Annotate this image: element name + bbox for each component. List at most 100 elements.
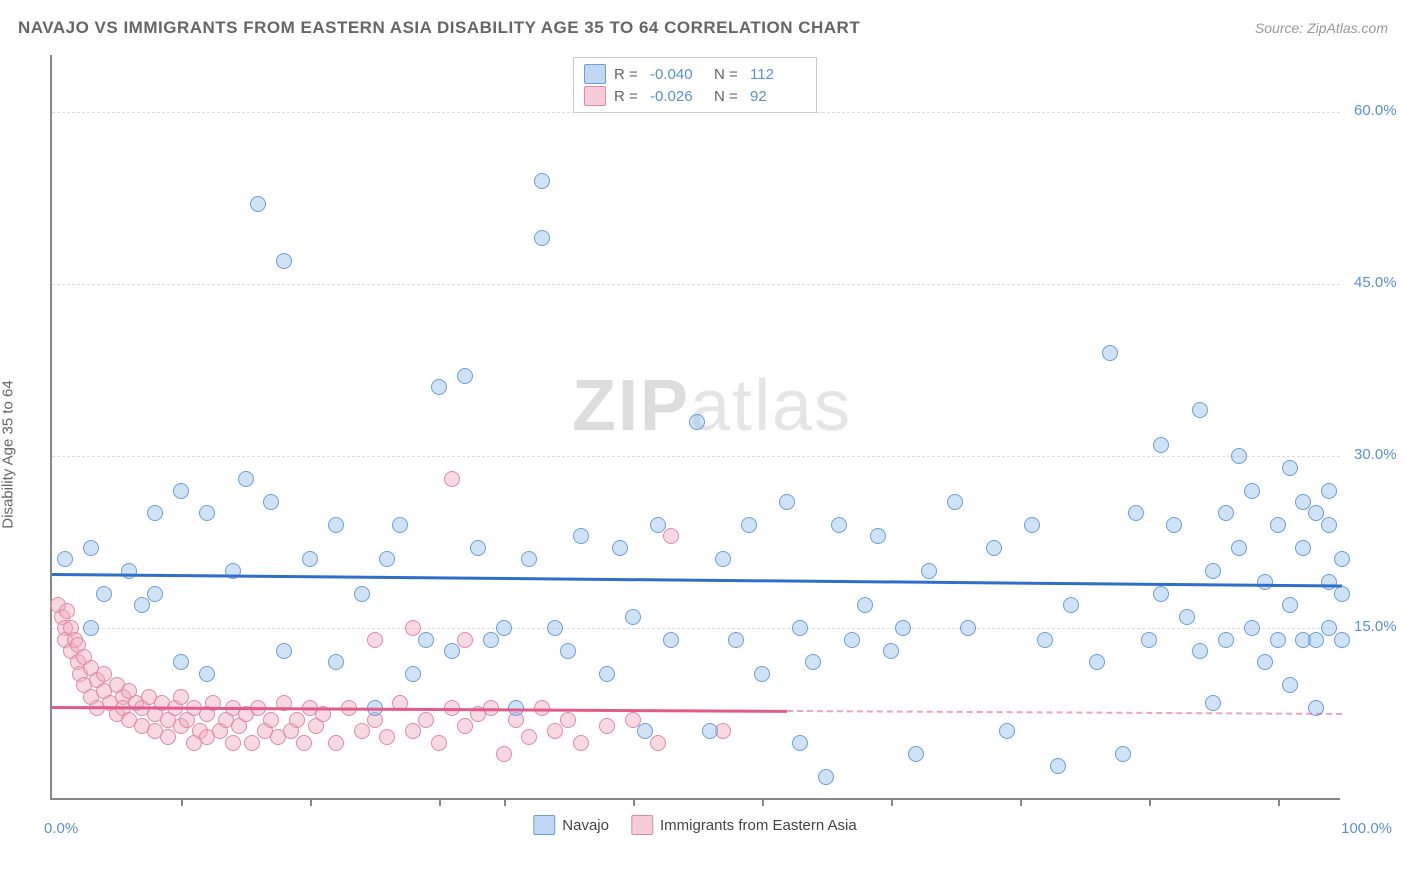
data-point <box>83 620 99 636</box>
data-point <box>1089 654 1105 670</box>
legend-swatch-immigrants <box>631 815 653 835</box>
data-point <box>547 723 563 739</box>
data-point <box>1153 437 1169 453</box>
data-point <box>1218 505 1234 521</box>
data-point <box>418 712 434 728</box>
data-point <box>1282 460 1298 476</box>
x-tick <box>1278 798 1280 806</box>
data-point <box>792 620 808 636</box>
data-point <box>754 666 770 682</box>
data-point <box>1024 517 1040 533</box>
data-point <box>147 586 163 602</box>
data-point <box>444 471 460 487</box>
stat-r-label: R = <box>614 88 642 105</box>
data-point <box>354 723 370 739</box>
chart-area: ZIPatlas 15.0%30.0%45.0%60.0% R = -0.040… <box>50 55 1340 835</box>
data-point <box>470 540 486 556</box>
y-tick-label: 15.0% <box>1354 618 1397 635</box>
data-point <box>276 643 292 659</box>
data-point <box>1334 632 1350 648</box>
data-point <box>999 723 1015 739</box>
data-point <box>263 712 279 728</box>
data-point <box>483 632 499 648</box>
data-point <box>238 471 254 487</box>
data-point <box>1295 540 1311 556</box>
correlation-stats-box: R = -0.040 N = 112 R = -0.026 N = 92 <box>573 57 817 113</box>
plot-region: ZIPatlas 15.0%30.0%45.0%60.0% <box>50 55 1340 800</box>
data-point <box>1141 632 1157 648</box>
data-point <box>1282 677 1298 693</box>
data-point <box>134 597 150 613</box>
data-point <box>986 540 1002 556</box>
data-point <box>1334 586 1350 602</box>
data-point <box>625 609 641 625</box>
stat-n-label: N = <box>714 66 742 83</box>
data-point <box>1205 695 1221 711</box>
data-point <box>199 666 215 682</box>
data-point <box>818 769 834 785</box>
data-point <box>1218 632 1234 648</box>
watermark-light: atlas <box>690 366 852 446</box>
data-point <box>1192 643 1208 659</box>
data-point <box>1063 597 1079 613</box>
data-point <box>1166 517 1182 533</box>
data-point <box>547 620 563 636</box>
data-point <box>328 654 344 670</box>
y-tick-label: 30.0% <box>1354 446 1397 463</box>
data-point <box>741 517 757 533</box>
data-point <box>1282 597 1298 613</box>
data-point <box>173 654 189 670</box>
data-point <box>560 712 576 728</box>
data-point <box>289 712 305 728</box>
data-point <box>59 603 75 619</box>
data-point <box>534 230 550 246</box>
data-point <box>57 551 73 567</box>
swatch-navajo <box>584 64 606 84</box>
data-point <box>650 735 666 751</box>
stat-r-a: -0.040 <box>650 66 706 83</box>
y-tick-label: 45.0% <box>1354 274 1397 291</box>
x-axis-max-label: 100.0% <box>1341 820 1392 837</box>
data-point <box>573 735 589 751</box>
data-point <box>496 746 512 762</box>
data-point <box>637 723 653 739</box>
data-point <box>405 723 421 739</box>
data-point <box>1257 654 1273 670</box>
trend-line-dashed <box>787 710 1342 715</box>
gridline <box>52 628 1340 629</box>
data-point <box>908 746 924 762</box>
data-point <box>405 666 421 682</box>
source-attribution: Source: ZipAtlas.com <box>1255 20 1388 36</box>
data-point <box>1308 632 1324 648</box>
stats-row-b: R = -0.026 N = 92 <box>584 86 806 106</box>
gridline <box>52 284 1340 285</box>
x-tick <box>762 798 764 806</box>
stat-r-b: -0.026 <box>650 88 706 105</box>
data-point <box>960 620 976 636</box>
data-point <box>1037 632 1053 648</box>
data-point <box>521 729 537 745</box>
data-point <box>496 620 512 636</box>
data-point <box>663 528 679 544</box>
data-point <box>689 414 705 430</box>
x-tick <box>1149 798 1151 806</box>
gridline <box>52 456 1340 457</box>
data-point <box>521 551 537 567</box>
data-point <box>883 643 899 659</box>
data-point <box>1270 517 1286 533</box>
data-point <box>1153 586 1169 602</box>
stat-n-a: 112 <box>750 66 806 83</box>
data-point <box>870 528 886 544</box>
data-point <box>831 517 847 533</box>
data-point <box>457 368 473 384</box>
data-point <box>328 735 344 751</box>
data-point <box>805 654 821 670</box>
data-point <box>715 551 731 567</box>
data-point <box>379 551 395 567</box>
data-point <box>1321 517 1337 533</box>
stat-n-label: N = <box>714 88 742 105</box>
data-point <box>431 379 447 395</box>
data-point <box>895 620 911 636</box>
data-point <box>431 735 447 751</box>
data-point <box>1102 345 1118 361</box>
